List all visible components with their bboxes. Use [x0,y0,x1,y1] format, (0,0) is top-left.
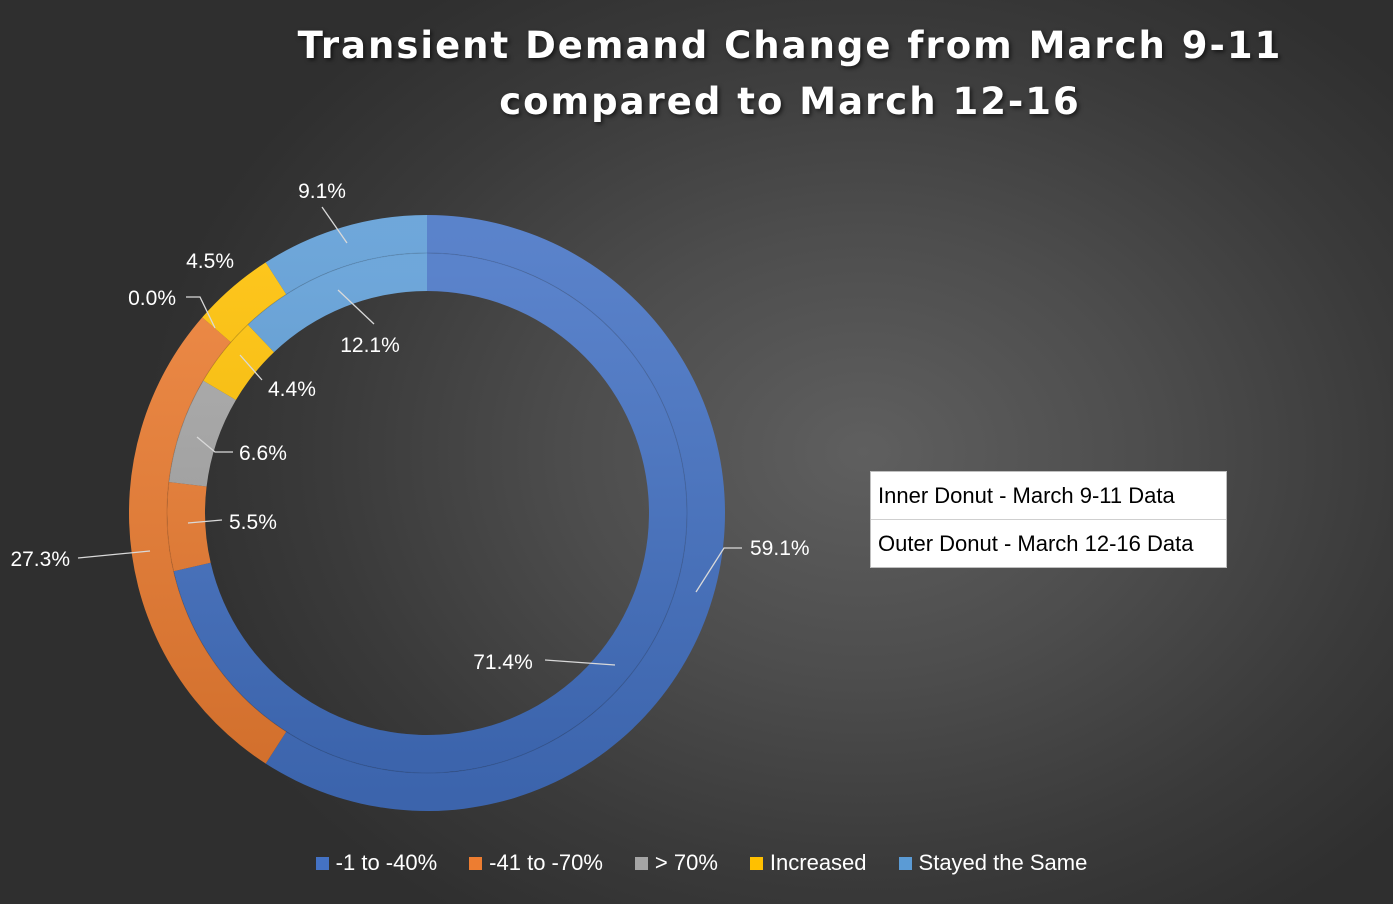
inner-data-label-stayed-the-same: 12.1% [340,334,400,357]
legend-label-stayed-the-same: Stayed the Same [918,850,1088,875]
ring-annotation-box: Inner Donut - March 9-11 Data Outer Donu… [870,471,1227,568]
outer-leader-line-41-to-70 [77,550,151,559]
inner-data-label-41-to-70: 5.5% [229,511,277,534]
inner-data-label-1-to-40: 71.4% [473,651,533,674]
chart-title: Transient Demand Change from March 9-11 … [290,18,1290,130]
legend: -1 to -40% -41 to -70% > 70% Increased Staye… [0,850,1393,876]
outer-leader-line-1-to-40 [695,547,742,593]
inner-ring-shading [167,253,687,773]
legend-label-41-to-70: -41 to -70% [489,850,603,875]
inner-leader-line-stayed-the-same [337,289,375,325]
legend-label-increased: Increased [769,850,867,875]
donut-rings [128,215,726,812]
chart-title-line-2: compared to March 12-16 [499,80,1081,123]
outer-leader-line-stayed-the-same [321,206,348,244]
inner-data-label-increased: 4.4% [268,378,316,401]
legend-item-41-to-70: -41 to -70% [469,850,603,876]
legend-swatch-stayed-the-same [898,856,912,870]
legend-swatch-1-to-40 [315,856,329,870]
chart-title-line-1: Transient Demand Change from March 9-11 [297,24,1283,67]
inner-leader-line-41-to-70 [187,519,223,524]
inner-leader-line-70 [196,436,233,453]
legend-swatch-increased [749,856,763,870]
legend-swatch-41-to-70 [469,856,483,870]
inner-data-label-70: 6.6% [239,442,287,465]
outer-data-label-stayed-the-same: 9.1% [298,180,346,203]
outer-data-label-41-to-70: 27.3% [10,548,70,571]
outer-data-label-70: 0.0% [128,287,176,310]
inner-leader-line-increased [239,354,263,381]
legend-label-1-to-40: -1 to -40% [335,850,438,875]
legend-item-stayed-the-same: Stayed the Same [898,850,1088,876]
ring-separator [166,252,688,774]
legend-item-70: > 70% [634,850,718,876]
outer-donut-note: Outer Donut - March 12-16 Data [871,519,1226,567]
outer-data-label-1-to-40: 59.1% [750,537,810,560]
legend-item-increased: Increased [749,850,867,876]
legend-swatch-70 [634,856,648,870]
inner-leader-line-1-to-40 [544,659,616,666]
outer-ring-shading [129,215,725,811]
inner-donut-note: Inner Donut - March 9-11 Data [878,483,1175,508]
legend-item-1-to-40: -1 to -40% [315,850,438,876]
outer-data-label-increased: 4.5% [186,250,234,273]
data-labels: 71.4% 5.5% 6.6% 4.4% 12.1% 59.1% 27.3% 0.0% 4.5%… [10,180,809,674]
legend-label-70: > 70% [654,850,718,875]
leader-lines [77,206,742,666]
outer-leader-line-70 [186,296,216,329]
